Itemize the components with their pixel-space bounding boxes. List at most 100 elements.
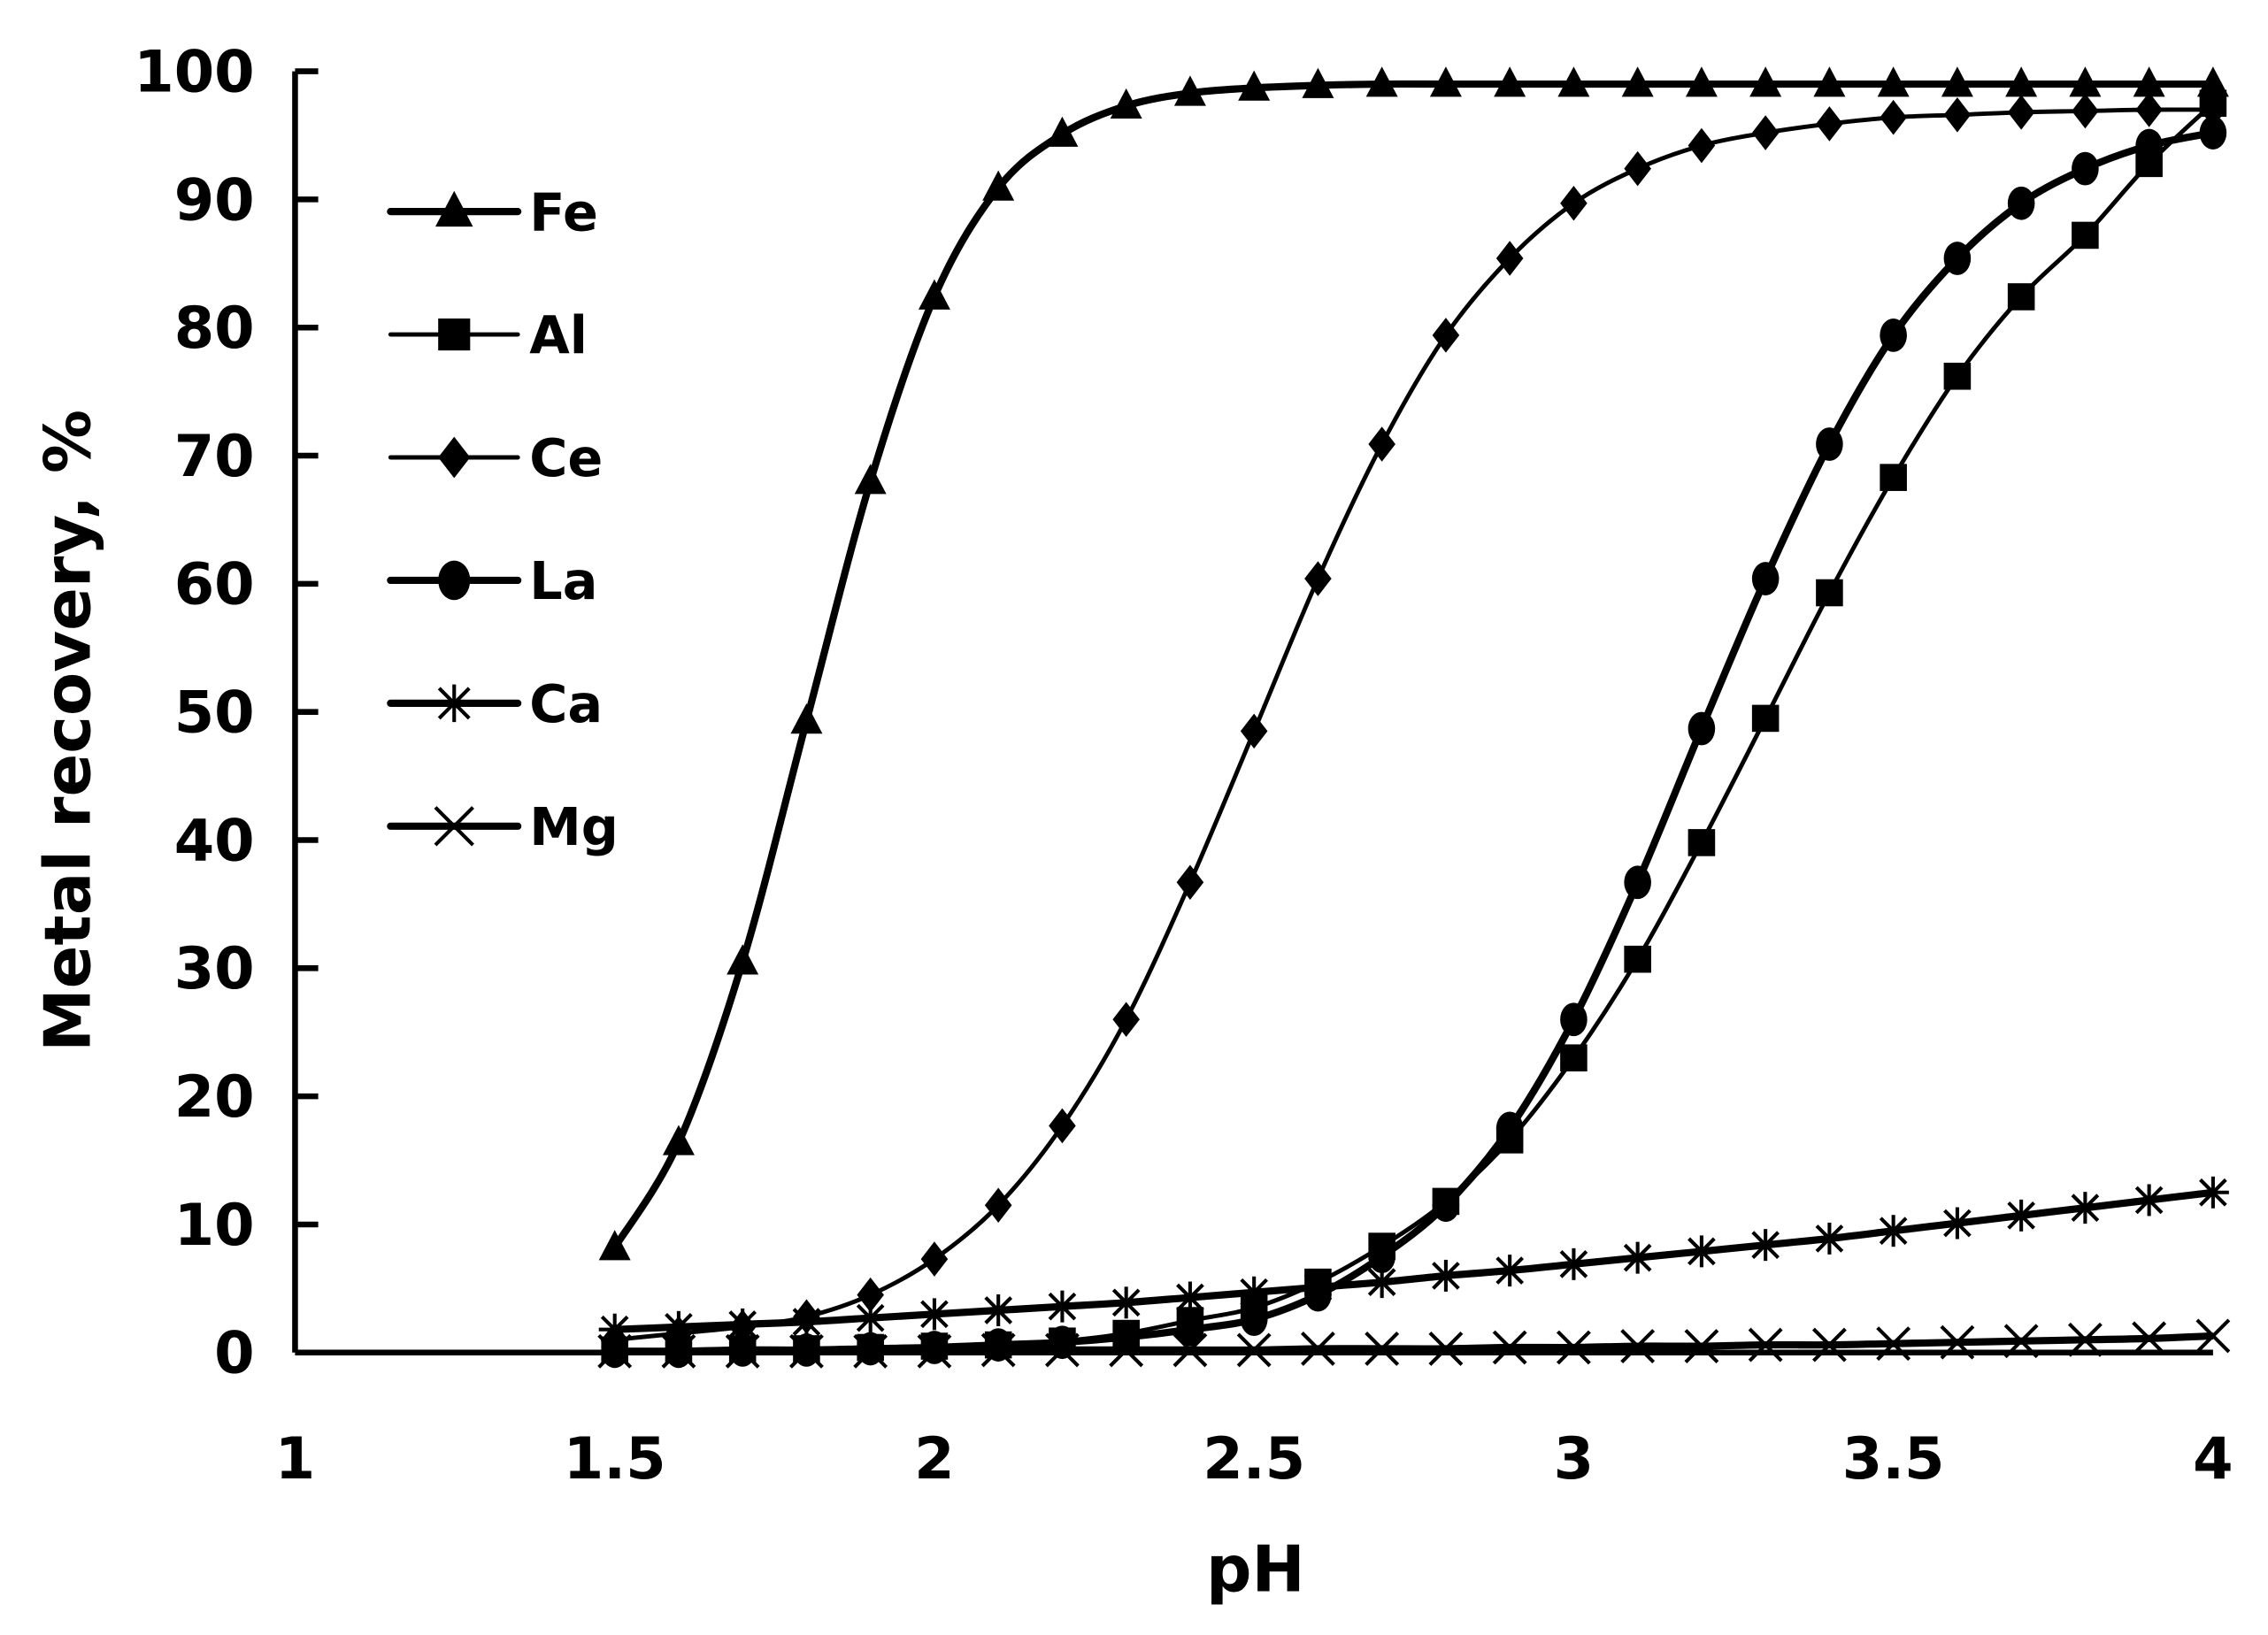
x-marker <box>725 1333 760 1369</box>
y-tick-label: 80 <box>174 295 255 362</box>
y-tick-label: 60 <box>174 551 255 618</box>
triangle-marker <box>1813 66 1846 97</box>
y-tick-label: 70 <box>174 423 255 490</box>
circle-marker <box>2072 151 2099 186</box>
series-al <box>601 89 2227 1364</box>
x-marker <box>980 1332 1016 1368</box>
legend-item-fe: Fe <box>387 181 598 242</box>
x-marker <box>1620 1329 1656 1363</box>
legend-label: Ca <box>529 673 603 734</box>
series-line <box>614 107 2213 1342</box>
x-marker <box>1492 1330 1527 1365</box>
diamond-marker <box>1368 426 1395 462</box>
y-tick-label: 0 <box>214 1320 255 1387</box>
legend-label: La <box>529 550 597 611</box>
x-tick-label: 2 <box>914 1425 955 1493</box>
star-marker <box>2199 1178 2227 1207</box>
series-layer <box>597 66 2231 1369</box>
triangle-marker <box>2005 66 2038 97</box>
triangle-marker <box>1302 67 1334 98</box>
series-ce <box>601 92 2227 1358</box>
x-marker <box>2195 1318 2231 1354</box>
diamond-marker <box>1304 561 1332 596</box>
circle-marker <box>1176 1312 1204 1347</box>
y-tick-label: 30 <box>174 935 255 1002</box>
square-marker <box>1816 579 1843 607</box>
triangle-marker <box>982 170 1015 201</box>
star-marker <box>1367 1268 1396 1296</box>
legend-label: Fe <box>529 181 598 242</box>
diamond-marker <box>1751 115 1780 150</box>
triangle-marker <box>2069 66 2102 97</box>
triangle-marker <box>2133 66 2165 97</box>
triangle-marker <box>727 944 759 975</box>
triangle-marker <box>918 279 950 310</box>
diamond-marker <box>1880 99 1907 135</box>
y-tick-label: 90 <box>174 166 255 234</box>
diamond-marker <box>984 1187 1012 1224</box>
x-marker <box>1300 1332 1335 1366</box>
series-line <box>614 101 2215 1353</box>
series-line <box>614 1332 2214 1355</box>
triangle-marker <box>790 703 823 734</box>
diamond-marker <box>920 1241 949 1277</box>
series-line <box>614 1188 2214 1333</box>
star-marker <box>1815 1224 1844 1253</box>
triangle-marker <box>1685 66 1718 97</box>
star-marker <box>1048 1292 1077 1321</box>
x-marker <box>1365 1332 1400 1366</box>
star-marker <box>1495 1256 1524 1285</box>
square-marker <box>2072 221 2099 249</box>
triangle-marker <box>1941 66 1973 97</box>
circle-marker <box>438 560 471 601</box>
x-marker <box>1045 1332 1080 1368</box>
triangle-marker <box>662 1125 695 1155</box>
series-fe <box>598 66 2229 1261</box>
circle-marker <box>1943 242 1972 275</box>
square-marker <box>1751 704 1780 733</box>
x-tick-label: 2.5 <box>1203 1425 1305 1493</box>
diamond-marker <box>2072 93 2099 129</box>
triangle-marker <box>598 1230 631 1261</box>
triangle-marker <box>854 464 887 495</box>
x-marker <box>1236 1332 1272 1368</box>
triangle-marker <box>1429 66 1462 97</box>
legend-item-ca: Ca <box>387 673 603 734</box>
square-marker <box>1560 1044 1588 1071</box>
diamond-marker <box>1240 713 1268 749</box>
star-marker <box>1623 1243 1652 1272</box>
circle-marker <box>1240 1302 1268 1337</box>
triangle-marker <box>1110 88 1142 119</box>
x-marker <box>1109 1332 1144 1368</box>
series-line <box>614 129 2214 1355</box>
star-marker <box>920 1300 949 1329</box>
y-axis-title: Metal recovery, % <box>30 410 104 1052</box>
x-tick-label: 3 <box>1554 1425 1595 1493</box>
x-marker <box>853 1333 888 1369</box>
diamond-marker <box>1432 318 1460 353</box>
square-marker <box>1624 945 1651 973</box>
circle-marker <box>984 1328 1012 1362</box>
x-marker <box>917 1333 952 1369</box>
diamond-marker <box>1943 97 1972 133</box>
legend-item-al: Al <box>388 304 588 365</box>
star-marker <box>2134 1186 2164 1215</box>
x-tick-label: 4 <box>2193 1425 2233 1493</box>
triangle-marker <box>435 190 473 227</box>
star-marker <box>792 1308 821 1336</box>
circle-marker <box>1624 865 1651 900</box>
x-marker <box>1811 1327 1847 1362</box>
legend: Fe Al Ce La Ca Mg <box>387 181 619 857</box>
x-marker <box>434 806 474 847</box>
square-marker <box>1943 362 1972 390</box>
triangle-marker <box>1046 116 1079 147</box>
circle-marker <box>1688 711 1716 746</box>
star-marker <box>1751 1231 1780 1259</box>
star-marker <box>1432 1262 1460 1290</box>
series-line <box>611 80 2213 1250</box>
x-marker <box>2067 1322 2103 1357</box>
diamond-marker <box>1049 1108 1076 1144</box>
legend-item-la: La <box>387 550 597 611</box>
star-marker <box>665 1312 693 1341</box>
